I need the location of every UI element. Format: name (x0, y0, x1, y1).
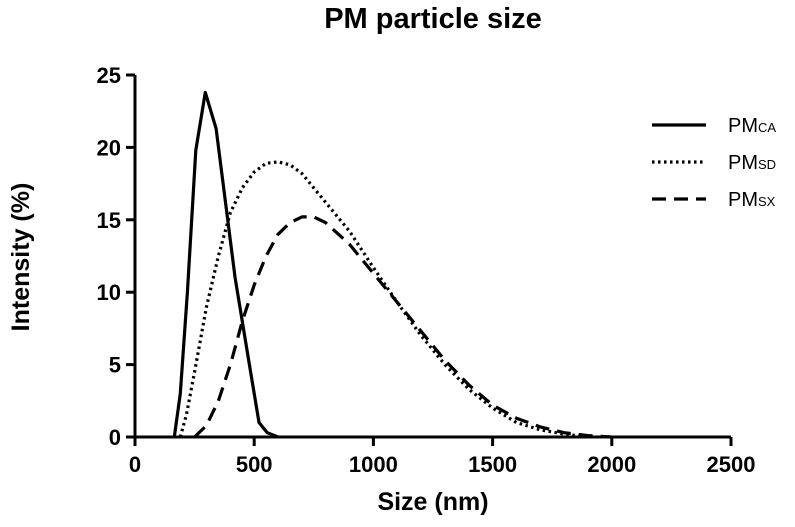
y-tick-label: 0 (109, 425, 121, 450)
x-tick-label: 500 (236, 452, 273, 477)
x-tick-label: 2500 (707, 452, 756, 477)
x-tick-label: 1000 (349, 452, 398, 477)
x-tick-label: 2000 (587, 452, 636, 477)
legend-label-sub: SX (758, 194, 776, 209)
y-tick-label: 20 (97, 135, 121, 160)
legend-label-pmca: PMCA (728, 115, 776, 137)
legend-label-sub: SD (758, 157, 776, 172)
series-layer (172, 90, 612, 439)
x-axis-label: Size (nm) (377, 488, 488, 516)
legend-label-main: PM (728, 152, 758, 174)
plot-area: 0 500 1000 1500 2000 2500 0 5 10 15 20 25 (97, 63, 756, 477)
y-axis-label: Intensity (%) (7, 183, 35, 332)
series-line-pmsd (178, 160, 589, 439)
legend-label-sub: CA (758, 120, 776, 135)
chart-title: PM particle size (324, 3, 542, 35)
x-tick-label: 1500 (468, 452, 517, 477)
y-tick-label: 10 (97, 280, 121, 305)
series-line-pmsx (193, 215, 612, 439)
x-tick-label: 0 (129, 452, 141, 477)
axis-ticks: 0 500 1000 1500 2000 2500 0 5 10 15 20 25 (97, 63, 756, 477)
legend-label-main: PM (728, 189, 758, 211)
y-tick-label: 5 (109, 353, 121, 378)
legend-label-main: PM (728, 115, 758, 137)
series-line-pmca (172, 90, 279, 439)
y-tick-label: 25 (97, 63, 121, 88)
y-tick-label: 15 (97, 208, 121, 233)
legend-label-pmsd: PMSD (728, 152, 776, 174)
legend-label-pmsx: PMSX (728, 189, 776, 211)
